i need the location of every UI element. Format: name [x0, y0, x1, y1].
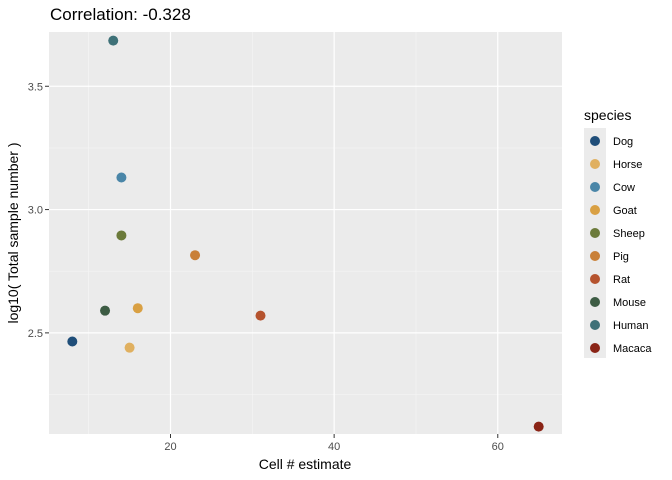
legend-key-sheep [590, 228, 600, 238]
legend-label-goat: Goat [613, 205, 637, 217]
legend-key-goat [590, 205, 600, 215]
legend-label-horse: Horse [613, 159, 642, 171]
x-axis-ticks: 20 40 60 [164, 434, 504, 453]
plot-panel [49, 32, 562, 434]
legend-key-human [590, 320, 600, 330]
legend-label-cow: Cow [613, 182, 635, 194]
legend: species Dog Horse Cow Goat Sheep Pig Rat Mouse H… [584, 107, 652, 358]
legend-label-dog: Dog [613, 136, 633, 148]
data-point-human [108, 35, 119, 46]
data-point-horse [124, 342, 135, 353]
y-tick-label: 2.5 [28, 328, 43, 340]
x-axis-title: Cell # estimate [259, 456, 352, 472]
data-point-pig [190, 250, 201, 261]
data-point-goat [132, 303, 143, 314]
data-point-cow [116, 172, 127, 183]
legend-key-mouse [590, 297, 600, 307]
y-axis-title: log10( Total sample number ) [5, 142, 21, 323]
legend-items: Dog Horse Cow Goat Sheep Pig Rat Mouse Human Maca… [584, 128, 652, 358]
legend-label-pig: Pig [613, 251, 629, 263]
legend-label-human: Human [613, 320, 648, 332]
x-tick-label: 20 [164, 441, 176, 453]
data-point-sheep [116, 230, 127, 241]
legend-key-dog [590, 136, 600, 146]
grid [49, 32, 562, 434]
data-point-macaca [533, 421, 544, 432]
legend-key-macaca [590, 343, 600, 353]
data-points [67, 35, 544, 432]
legend-label-mouse: Mouse [613, 297, 646, 309]
legend-key-pig [590, 251, 600, 261]
y-axis-ticks: 2.5 3.0 3.5 [28, 81, 49, 340]
x-tick-label: 60 [492, 441, 504, 453]
legend-key-horse [590, 159, 600, 169]
y-tick-label: 3.5 [28, 81, 43, 93]
data-point-dog [67, 336, 78, 347]
legend-title: species [584, 107, 631, 123]
legend-label-sheep: Sheep [613, 228, 645, 240]
y-tick-label: 3.0 [28, 205, 43, 217]
x-tick-label: 40 [328, 441, 340, 453]
chart-title: Correlation: -0.328 [50, 5, 191, 24]
legend-label-macaca: Macaca [613, 343, 652, 355]
data-point-rat [255, 310, 266, 321]
legend-key-cow [590, 182, 600, 192]
legend-key-rat [590, 274, 600, 284]
legend-label-rat: Rat [613, 274, 630, 286]
data-point-mouse [100, 305, 111, 316]
legend-key-background [584, 128, 606, 358]
